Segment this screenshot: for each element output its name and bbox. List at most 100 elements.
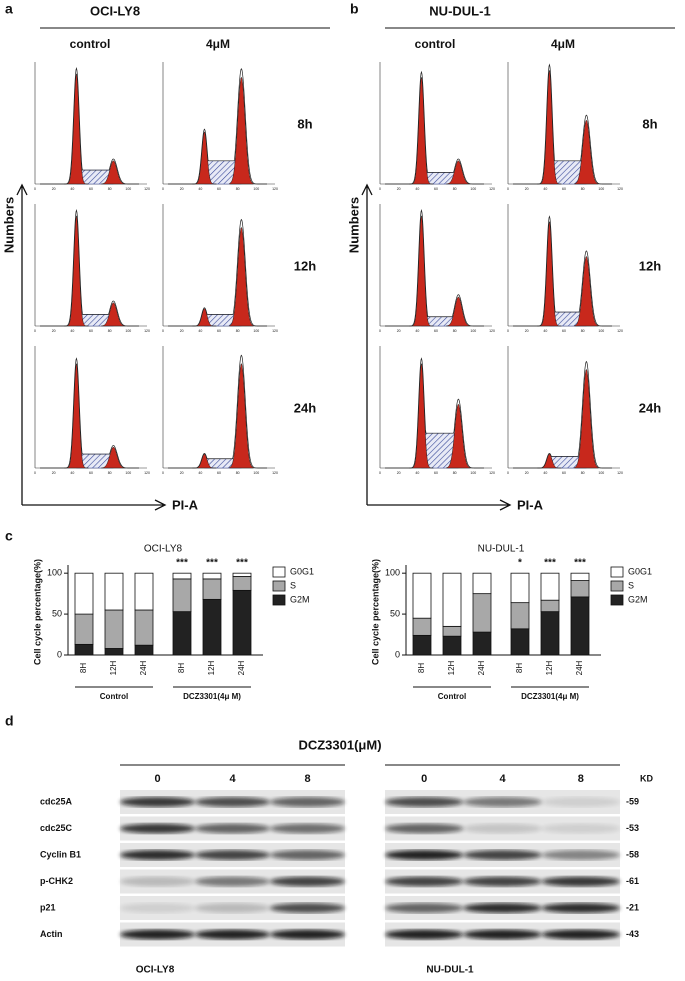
bar-segment [232,589,252,656]
dose-label: 0 [421,773,427,785]
dose-label: 8 [578,773,584,785]
hist-tick-label: 100 [598,187,604,191]
bar-segment [74,572,94,615]
condition-label: control [415,37,456,51]
hist-tick-label: 120 [272,471,278,475]
hist-g1-peak [409,362,434,469]
y-axis-label: Cell cycle percentage(%) [370,559,380,665]
group-label: Control [438,692,466,701]
y-tick-label: 0 [395,649,400,659]
protein-label: p21 [40,902,56,912]
blot-band [385,823,464,834]
hist-tick-label: 80 [236,471,240,475]
y-axis-label: Numbers [346,197,361,253]
hist-tick-label: 100 [125,471,131,475]
hist-g2-peak [229,226,254,327]
x-tick-label: 12H [447,660,456,675]
dose-label: 0 [154,773,160,785]
blot-band [385,797,464,807]
hist-tick-label: 20 [52,187,56,191]
hist-tick-label: 120 [489,471,495,475]
hist-outline [385,209,484,327]
blot-band [541,929,620,940]
hist-tick-label: 60 [562,329,566,333]
hist-outline [385,357,484,469]
blot-band [385,903,464,913]
hist-tick-label: 120 [617,471,623,475]
time-label: 12h [294,258,316,273]
bar-segment [472,593,492,633]
blot-band [270,876,345,887]
hist-tick-label: 100 [253,329,259,333]
hist-tick-label: 20 [397,329,401,333]
blot-band [270,929,345,940]
x-tick-label: 8H [515,663,524,673]
hist-tick-label: 60 [217,187,221,191]
x-tick-label: 24H [139,660,148,675]
x-tick-label: 24H [237,660,246,675]
protein-label: cdc25C [40,823,73,833]
hist-tick-label: 80 [108,329,112,333]
hist-tick-label: 60 [562,187,566,191]
x-axis-label: PI-A [172,497,199,512]
hist-tick-label: 120 [144,471,150,475]
hist-tick-label: 20 [525,187,529,191]
hist-g2-peak [574,255,599,327]
hist-tick-label: 100 [598,471,604,475]
hist-tick-label: 20 [180,187,184,191]
hist-tick-label: 60 [434,187,438,191]
hist-g1-peak [409,77,434,185]
bar-segment [202,578,222,600]
panel-label: c [5,528,13,544]
significance: *** [544,558,556,569]
blot-band [195,876,270,887]
legend-label: S [290,580,296,590]
y-tick-label: 0 [57,649,62,659]
blot-band [463,903,542,913]
bar-segment [74,643,94,656]
condition-label: 4μM [206,37,230,51]
panel-label: d [5,713,14,729]
hist-tick-label: 40 [70,471,74,475]
legend-label: S [628,580,634,590]
group-label: DCZ3301(4μ M) [521,692,579,701]
hist-outline [168,218,267,327]
hist-g2-peak [574,119,599,185]
hist-g2-peak [101,446,126,469]
bar-segment [510,628,530,656]
blot-band [463,876,542,887]
blot-band [270,823,345,834]
hist-g2-peak [574,368,599,469]
hist-tick-label: 120 [617,187,623,191]
hist-tick-label: 60 [434,329,438,333]
blot-band [270,850,345,860]
hist-outline [168,354,267,469]
chart-title: OCI-LY8 [144,544,183,555]
hist-tick-label: 40 [198,471,202,475]
hist-tick-label: 40 [70,187,74,191]
hist-tick-label: 120 [144,187,150,191]
significance: *** [574,558,586,569]
hist-g1-peak [64,362,89,469]
protein-label: p-CHK2 [40,876,73,886]
hist-tick-label: 80 [453,471,457,475]
hist-tick-label: 20 [52,329,56,333]
hist-tick-label: 100 [598,329,604,333]
legend-swatch [610,580,624,592]
x-tick-label: 12H [109,660,118,675]
panel-label: a [5,1,13,17]
y-tick-label: 100 [47,568,62,578]
x-tick-label: 8H [417,663,426,673]
bar-segment [570,596,590,656]
y-tick-label: 100 [385,568,400,578]
bar-segment [472,631,492,656]
blot-band [541,903,620,913]
hist-tick-label: 80 [236,187,240,191]
hist-tick-label: 60 [89,329,93,333]
hist-tick-label: 40 [543,471,547,475]
hist-tick-label: 40 [543,187,547,191]
bar-segment [172,578,192,613]
blot-band [463,823,542,834]
blot-band [195,850,270,860]
